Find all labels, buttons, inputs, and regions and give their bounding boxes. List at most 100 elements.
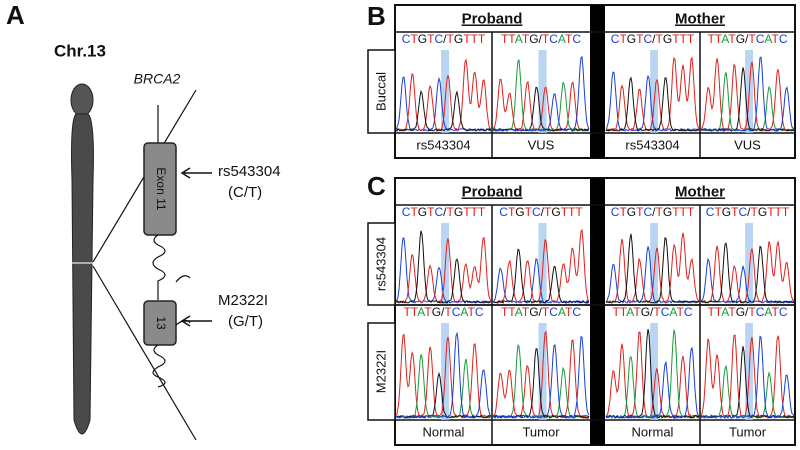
base: T: [751, 205, 759, 219]
base: T: [748, 305, 756, 319]
base: T: [508, 305, 516, 319]
arrow: [180, 167, 212, 179]
base: T: [478, 32, 486, 46]
base: T: [653, 305, 661, 319]
base: T: [565, 305, 573, 319]
base: G: [432, 305, 441, 319]
base: C: [738, 205, 747, 219]
base: /: [441, 305, 445, 319]
base: T: [542, 32, 550, 46]
base: C: [684, 305, 693, 319]
base: T: [620, 305, 628, 319]
base: G: [551, 205, 560, 219]
base: C: [643, 205, 652, 219]
trace: [605, 233, 700, 304]
column-label: Normal: [632, 424, 674, 439]
sequence: CTGTC/TGTTT: [402, 205, 486, 219]
base: T: [656, 32, 664, 46]
base: G: [454, 205, 463, 219]
trace: [605, 331, 700, 420]
trace: [605, 347, 700, 420]
base: T: [772, 305, 780, 319]
base: G: [722, 205, 731, 219]
base: T: [463, 205, 471, 219]
base: G: [515, 205, 524, 219]
row-label-box: [367, 49, 396, 134]
base: T: [772, 32, 780, 46]
panel-label: C: [367, 171, 386, 201]
trace: [700, 56, 795, 133]
panel-label: A: [6, 0, 25, 30]
variant-highlight: [650, 323, 658, 420]
sequence: TTATG/TCATC: [501, 305, 581, 319]
sequence: CTGTC/TGTTT: [402, 32, 486, 46]
column-label: Tumor: [522, 424, 560, 439]
base: G: [418, 205, 427, 219]
base: T: [522, 305, 530, 319]
base: /: [650, 305, 654, 319]
base: T: [427, 32, 435, 46]
chromosome-knob: [70, 83, 94, 117]
sequence: CTGTC/TGTTT: [706, 205, 790, 219]
base: T: [403, 305, 411, 319]
base: /: [652, 32, 656, 46]
sequence: CTGTC/TGTTT: [611, 205, 695, 219]
base: G: [454, 32, 463, 46]
row-label: Buccal: [373, 72, 388, 111]
base: C: [779, 32, 788, 46]
column-label: VUS: [734, 137, 761, 152]
base: A: [669, 305, 677, 319]
variant-highlight: [745, 223, 753, 305]
base: T: [775, 205, 783, 219]
base: C: [756, 32, 765, 46]
base: C: [434, 32, 443, 46]
divider: [590, 178, 605, 445]
base: C: [402, 32, 411, 46]
base: A: [764, 32, 772, 46]
column-label: Tumor: [729, 424, 767, 439]
trace: [605, 56, 700, 132]
base: T: [522, 32, 530, 46]
base: C: [434, 205, 443, 219]
base: A: [626, 305, 634, 319]
base: T: [748, 32, 756, 46]
variant-highlight: [650, 223, 658, 305]
base: T: [715, 32, 723, 46]
base: T: [508, 205, 516, 219]
base: T: [427, 205, 435, 219]
base: T: [424, 305, 432, 319]
trace: [395, 333, 492, 419]
group-header: Proband: [462, 10, 523, 27]
variant-highlight: [538, 50, 547, 133]
trace: [492, 228, 590, 304]
trace: [700, 242, 794, 304]
base: C: [706, 205, 715, 219]
chromosome-body: [71, 113, 94, 435]
base: T: [619, 32, 627, 46]
base: A: [721, 305, 729, 319]
row-label: rs543304: [373, 237, 388, 291]
panel-label: B: [367, 1, 386, 31]
sequence: TTATG/TCATC: [707, 305, 787, 319]
row-label-box: [367, 322, 396, 421]
exon-label: 13: [154, 316, 168, 330]
base: T: [471, 205, 479, 219]
base: T: [544, 205, 552, 219]
divider: [590, 5, 605, 158]
base: C: [572, 305, 581, 319]
base: /: [539, 305, 543, 319]
base: T: [575, 205, 583, 219]
variant-change: (G/T): [228, 313, 263, 330]
base: /: [443, 32, 447, 46]
base: T: [677, 305, 685, 319]
base: T: [561, 205, 569, 219]
base: T: [501, 32, 509, 46]
trace: [492, 248, 590, 305]
exon-box: [143, 300, 177, 346]
base: /: [745, 305, 749, 319]
variant-highlight: [441, 50, 450, 133]
variant-highlight: [650, 50, 658, 133]
intron-line: [152, 234, 191, 300]
base: C: [532, 205, 541, 219]
trace: [395, 331, 492, 419]
